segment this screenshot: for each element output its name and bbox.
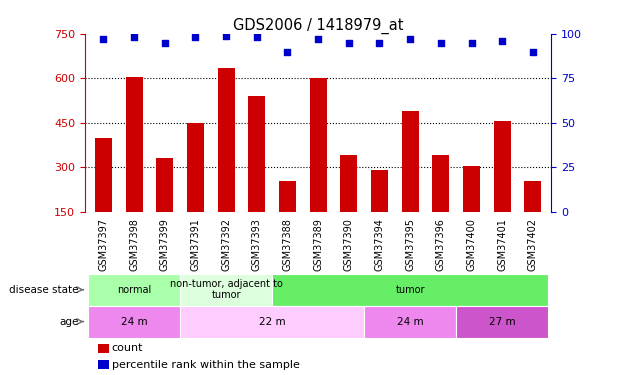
- Text: 22 m: 22 m: [259, 316, 285, 327]
- Text: 27 m: 27 m: [489, 316, 515, 327]
- Point: [528, 49, 538, 55]
- Point: [221, 33, 231, 39]
- Point: [190, 34, 200, 40]
- Bar: [88, 306, 180, 338]
- Point: [282, 49, 292, 55]
- Text: tumor: tumor: [396, 285, 425, 295]
- Bar: [463, 166, 480, 212]
- Point: [252, 34, 262, 40]
- Bar: [126, 77, 142, 212]
- Point: [466, 40, 476, 46]
- Bar: [95, 138, 112, 212]
- Bar: [364, 306, 456, 338]
- Bar: [371, 170, 388, 212]
- Point: [436, 40, 446, 46]
- Bar: [272, 274, 548, 306]
- Text: disease state: disease state: [9, 285, 79, 295]
- Bar: [156, 158, 173, 212]
- Bar: [180, 306, 364, 338]
- Point: [160, 40, 170, 46]
- Text: count: count: [112, 343, 143, 353]
- Bar: [248, 96, 265, 212]
- Point: [405, 36, 415, 42]
- Point: [98, 36, 108, 42]
- Bar: [432, 156, 449, 212]
- Point: [374, 40, 384, 46]
- Point: [344, 40, 354, 46]
- Text: non-tumor, adjacent to
tumor: non-tumor, adjacent to tumor: [169, 279, 283, 300]
- Text: 24 m: 24 m: [397, 316, 423, 327]
- Point: [497, 38, 507, 44]
- Bar: [456, 306, 548, 338]
- Text: age: age: [59, 316, 79, 327]
- Bar: [187, 123, 204, 212]
- Bar: [180, 274, 272, 306]
- Point: [129, 34, 139, 40]
- Text: percentile rank within the sample: percentile rank within the sample: [112, 360, 299, 369]
- Bar: [340, 156, 357, 212]
- Text: 24 m: 24 m: [121, 316, 147, 327]
- Point: [313, 36, 323, 42]
- Bar: [88, 274, 180, 306]
- Bar: [402, 111, 418, 212]
- Bar: [310, 78, 326, 212]
- Bar: [524, 181, 541, 212]
- Bar: [218, 68, 234, 212]
- Text: normal: normal: [117, 285, 151, 295]
- Bar: [279, 181, 296, 212]
- Bar: [494, 122, 510, 212]
- Title: GDS2006 / 1418979_at: GDS2006 / 1418979_at: [233, 18, 403, 34]
